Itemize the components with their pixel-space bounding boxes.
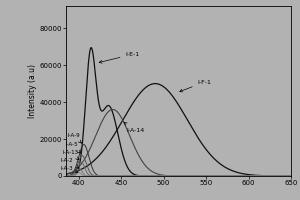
Text: I-A-14: I-A-14 [124,123,145,133]
Text: I-E-1: I-E-1 [99,52,140,63]
Text: I-A-5: I-A-5 [66,142,80,153]
Text: I-A-9: I-A-9 [68,133,81,143]
Text: I-F-1: I-F-1 [180,80,211,92]
Text: I-A-13: I-A-13 [63,150,79,160]
Text: I-A-3: I-A-3 [61,166,78,173]
Y-axis label: Intensity (a.u): Intensity (a.u) [28,64,37,118]
Text: I-A-2: I-A-2 [61,158,79,168]
